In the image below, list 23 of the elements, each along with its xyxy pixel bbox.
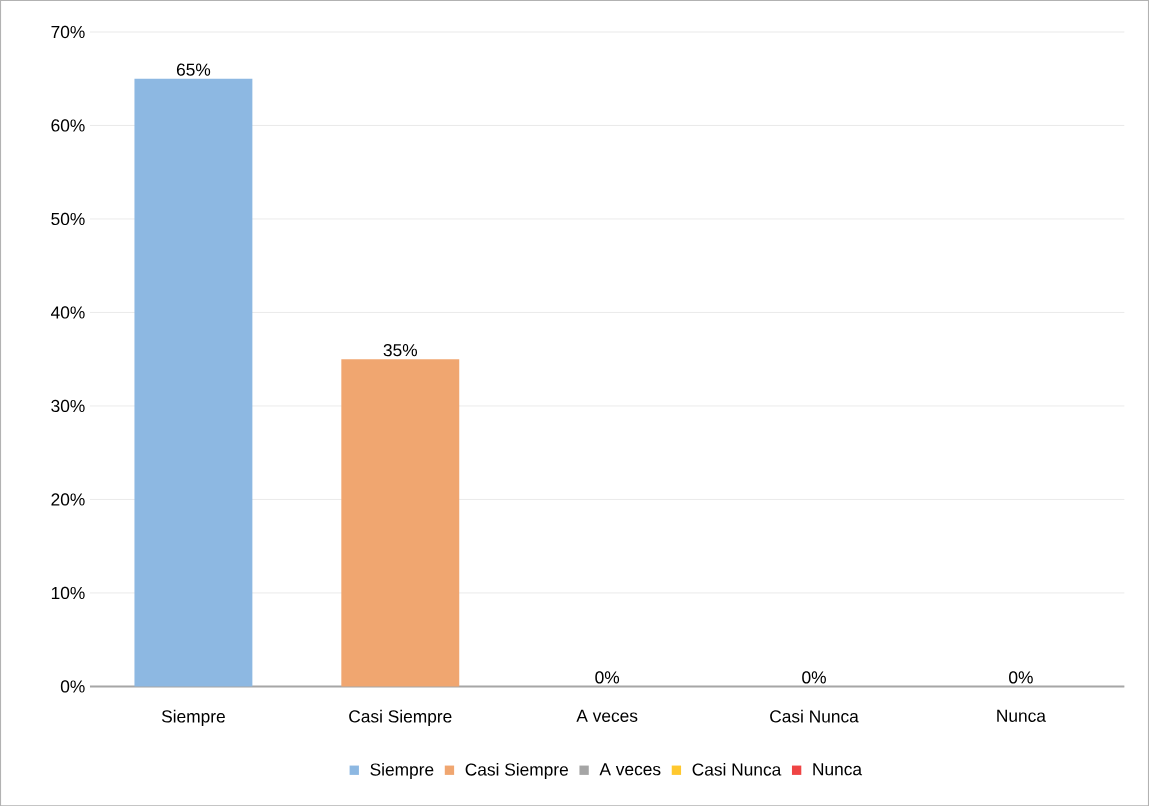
y-tick-label: 50% bbox=[51, 212, 85, 225]
legend-label: Casi Nunca bbox=[692, 762, 782, 776]
x-tick-label: Nunca bbox=[997, 709, 1046, 722]
x-tick-label: A veces bbox=[576, 709, 638, 722]
x-tick-label: Casi Siempre bbox=[349, 709, 452, 726]
data-label: 0% bbox=[802, 671, 826, 684]
y-tick-label: 60% bbox=[51, 119, 85, 132]
data-label: 0% bbox=[595, 671, 620, 684]
data-label: 35% bbox=[383, 343, 418, 357]
legend-label: Casi Siempre bbox=[465, 762, 568, 779]
y-tick-label: 70% bbox=[51, 25, 85, 38]
data-label: 0% bbox=[1009, 671, 1033, 684]
y-tick-label: 40% bbox=[50, 306, 85, 319]
y-tick-label: 0% bbox=[60, 680, 85, 693]
x-tick-label: Casi Nunca bbox=[770, 709, 859, 723]
y-tick-label: 30% bbox=[51, 399, 85, 412]
y-tick-label: 10% bbox=[51, 586, 85, 599]
legend-label: Nunca bbox=[813, 763, 863, 776]
legend-label: Siempre bbox=[370, 762, 434, 779]
data-label: 65% bbox=[176, 63, 211, 76]
legend-label: A veces bbox=[599, 763, 661, 776]
x-tick-label: Siempre bbox=[161, 709, 225, 726]
y-tick-label: 20% bbox=[51, 493, 85, 506]
